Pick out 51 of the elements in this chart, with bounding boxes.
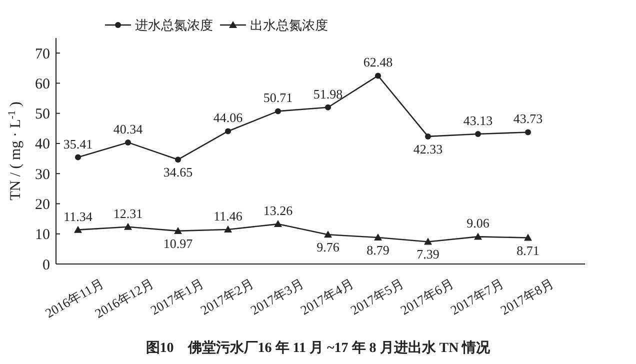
data-label: 43.73: [513, 111, 543, 126]
point: [74, 226, 82, 233]
data-label: 42.33: [413, 141, 443, 156]
point: [225, 128, 231, 134]
data-label: 50.71: [263, 90, 293, 106]
text: 图10 佛堂污水厂16 年 11 月 ~17 年 8 月进出水 TN 情况: [146, 340, 492, 356]
y-tick-label: 30: [35, 166, 50, 183]
point: [275, 108, 281, 114]
point: [474, 232, 482, 240]
point: [525, 129, 531, 136]
data-label: 8.71: [516, 242, 540, 258]
point: [475, 131, 481, 138]
data-label: 9.06: [466, 216, 490, 231]
point: [424, 238, 432, 245]
point: [425, 133, 431, 140]
point: [325, 104, 331, 110]
data-label: 10.97: [163, 236, 194, 251]
data-label: 11.34: [64, 208, 93, 224]
data-label: 62.48: [363, 54, 393, 70]
y-tick-label: 10: [35, 227, 50, 244]
data-label: 43.13: [463, 113, 493, 128]
point: [175, 156, 181, 163]
legend-label: 出水总氮浓度: [250, 18, 328, 33]
data-label: 11.46: [214, 208, 243, 224]
data-label: 51.98: [313, 86, 343, 102]
data-label: 7.39: [416, 246, 440, 262]
point: [224, 225, 232, 232]
data-label: 9.76: [316, 240, 340, 255]
point: [324, 230, 332, 238]
data-label: 12.31: [113, 206, 143, 221]
y-tick-label: 70: [35, 46, 50, 62]
point: [124, 222, 132, 230]
y-tick-label: 40: [35, 136, 50, 153]
y-tick-label: 20: [35, 196, 50, 213]
point: [375, 72, 381, 79]
y-tick-label: 50: [35, 106, 50, 123]
point: [174, 226, 182, 234]
data-label: 34.65: [163, 164, 193, 180]
data-label: 44.06: [213, 110, 244, 126]
point: [524, 234, 532, 241]
point: [374, 234, 382, 241]
point: [274, 220, 282, 228]
point: [125, 139, 131, 146]
data-label: 13.26: [263, 203, 294, 218]
data-label: 8.79: [366, 242, 390, 258]
data-label: 40.34: [113, 121, 144, 136]
y-tick-label: 60: [35, 76, 50, 92]
legend-label: 进水总氮浓度: [135, 18, 213, 33]
point: [75, 154, 81, 160]
y-tick-label: 0: [42, 257, 50, 274]
data-label: 35.41: [63, 136, 93, 152]
